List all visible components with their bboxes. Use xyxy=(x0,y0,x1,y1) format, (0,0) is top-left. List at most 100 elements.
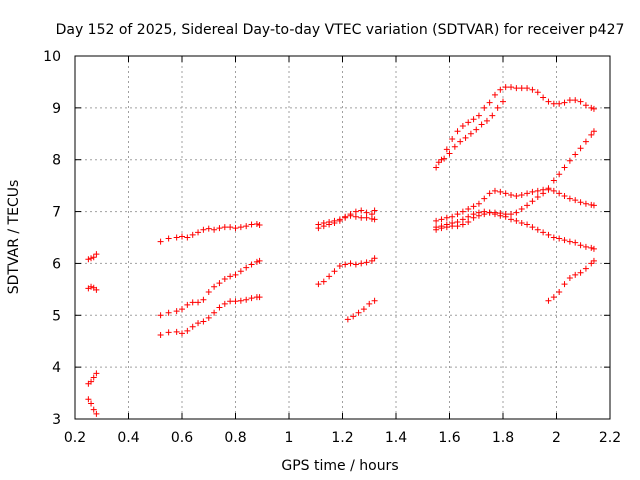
data-point xyxy=(545,185,552,192)
data-point xyxy=(195,320,202,327)
data-point xyxy=(221,300,228,307)
series-seg07 xyxy=(157,294,263,338)
data-point xyxy=(478,121,485,128)
data-point xyxy=(540,190,547,197)
data-point xyxy=(320,219,327,226)
data-point xyxy=(173,328,180,335)
data-point xyxy=(347,212,354,219)
data-point xyxy=(502,190,509,197)
data-point xyxy=(342,213,349,220)
data-point xyxy=(524,85,531,92)
grid xyxy=(75,56,610,419)
data-point xyxy=(588,104,595,111)
data-point xyxy=(489,112,496,119)
data-point xyxy=(157,238,164,245)
x-tick-label: 0.4 xyxy=(117,430,139,446)
data-point xyxy=(500,98,506,105)
data-point xyxy=(227,224,234,231)
data-point xyxy=(529,198,536,205)
data-point xyxy=(179,233,185,240)
series-seg11 xyxy=(344,297,378,323)
data-point xyxy=(88,283,95,290)
chart-title: Day 152 of 2025, Sidereal Day-to-day VTE… xyxy=(56,22,625,38)
data-point xyxy=(237,224,244,231)
data-point xyxy=(232,225,239,232)
data-point xyxy=(534,187,541,194)
data-point xyxy=(454,128,461,135)
data-point xyxy=(184,301,191,308)
data-point xyxy=(518,191,525,198)
data-point xyxy=(336,263,343,270)
data-point xyxy=(347,260,354,267)
data-point xyxy=(371,216,378,223)
x-tick-label: 1 xyxy=(285,430,294,446)
data-point xyxy=(582,265,589,272)
data-point xyxy=(93,370,100,377)
series-seg10 xyxy=(315,255,378,288)
x-tick-label: 1.8 xyxy=(492,430,514,446)
data-point xyxy=(350,313,357,320)
data-point xyxy=(93,286,100,293)
data-point xyxy=(582,200,589,207)
data-point xyxy=(475,112,482,119)
y-tick-label: 10 xyxy=(43,49,61,65)
data-point xyxy=(211,309,218,316)
data-points xyxy=(85,84,597,417)
data-point xyxy=(195,299,202,306)
data-point xyxy=(529,86,536,93)
data-point xyxy=(211,226,218,233)
data-point xyxy=(588,131,595,138)
data-point xyxy=(486,209,493,216)
y-tick-label: 9 xyxy=(52,101,61,117)
data-point xyxy=(90,254,97,261)
data-point xyxy=(481,104,488,111)
data-point xyxy=(441,155,448,162)
y-tick-label: 6 xyxy=(52,256,61,272)
data-point xyxy=(173,234,180,241)
data-point xyxy=(435,159,442,166)
data-point xyxy=(561,99,568,106)
data-point xyxy=(352,208,359,215)
data-point xyxy=(577,242,584,249)
data-point xyxy=(457,138,464,145)
series-seg02 xyxy=(85,283,100,293)
data-point xyxy=(497,210,504,217)
data-point xyxy=(433,226,440,233)
data-point xyxy=(470,203,477,210)
data-point xyxy=(449,135,456,142)
data-point xyxy=(475,212,482,219)
data-point xyxy=(368,215,375,222)
series-seg17 xyxy=(545,257,597,304)
data-point xyxy=(470,214,477,221)
data-point xyxy=(465,205,472,212)
axis-ticks: 0.2 0.4 0.6 0.8 1 1.2 1.4 1.6 1.8 2 2.2 3 4 5 6 7 8 9 10 xyxy=(43,49,621,446)
data-point xyxy=(556,190,563,197)
data-point xyxy=(561,193,568,200)
data-point xyxy=(508,211,515,218)
data-point xyxy=(566,238,573,245)
data-point xyxy=(550,177,557,184)
y-tick-label: 4 xyxy=(52,360,61,376)
data-point xyxy=(561,237,568,244)
data-point xyxy=(518,85,525,92)
data-point xyxy=(566,274,573,281)
data-point xyxy=(518,219,525,226)
data-point xyxy=(462,134,469,141)
data-point xyxy=(446,150,453,157)
data-point xyxy=(491,91,498,98)
data-point xyxy=(336,216,343,223)
data-point xyxy=(454,211,461,218)
data-point xyxy=(157,331,164,338)
data-point xyxy=(582,102,589,109)
x-tick-label: 1.2 xyxy=(331,430,353,446)
data-point xyxy=(577,98,584,105)
data-point xyxy=(545,297,552,304)
data-point xyxy=(550,100,557,107)
data-point xyxy=(195,229,202,236)
data-point xyxy=(90,374,97,381)
data-point xyxy=(355,309,362,316)
data-point xyxy=(368,257,375,264)
data-point xyxy=(433,164,440,171)
data-point xyxy=(577,269,584,276)
data-point xyxy=(352,213,359,220)
